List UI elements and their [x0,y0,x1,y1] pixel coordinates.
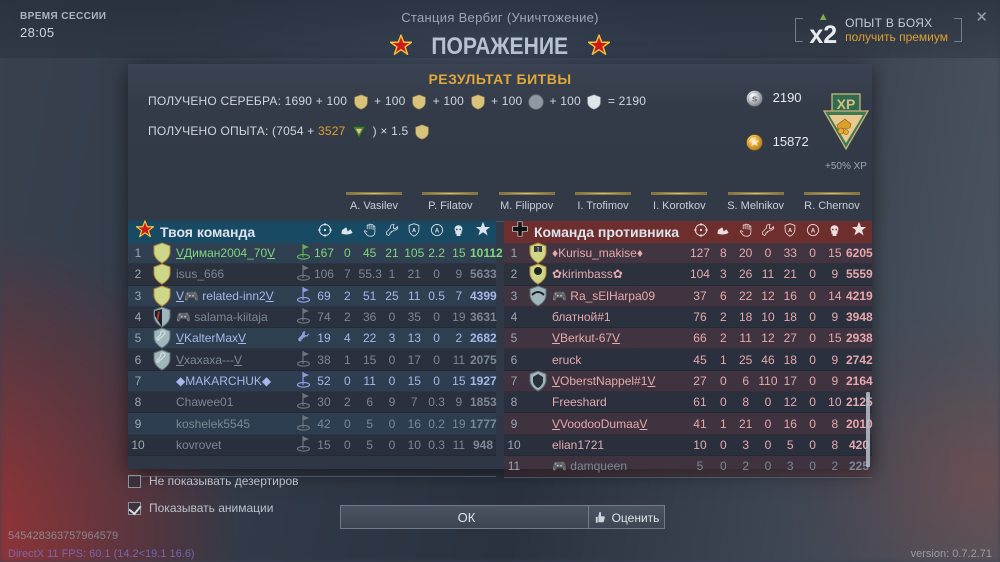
svg-text:A: A [810,228,815,234]
svg-text:XP: XP [837,96,856,112]
svg-text:A: A [434,228,439,234]
svg-text:S: S [752,95,757,104]
svg-text:A: A [412,228,416,234]
svg-text:A: A [788,228,792,234]
